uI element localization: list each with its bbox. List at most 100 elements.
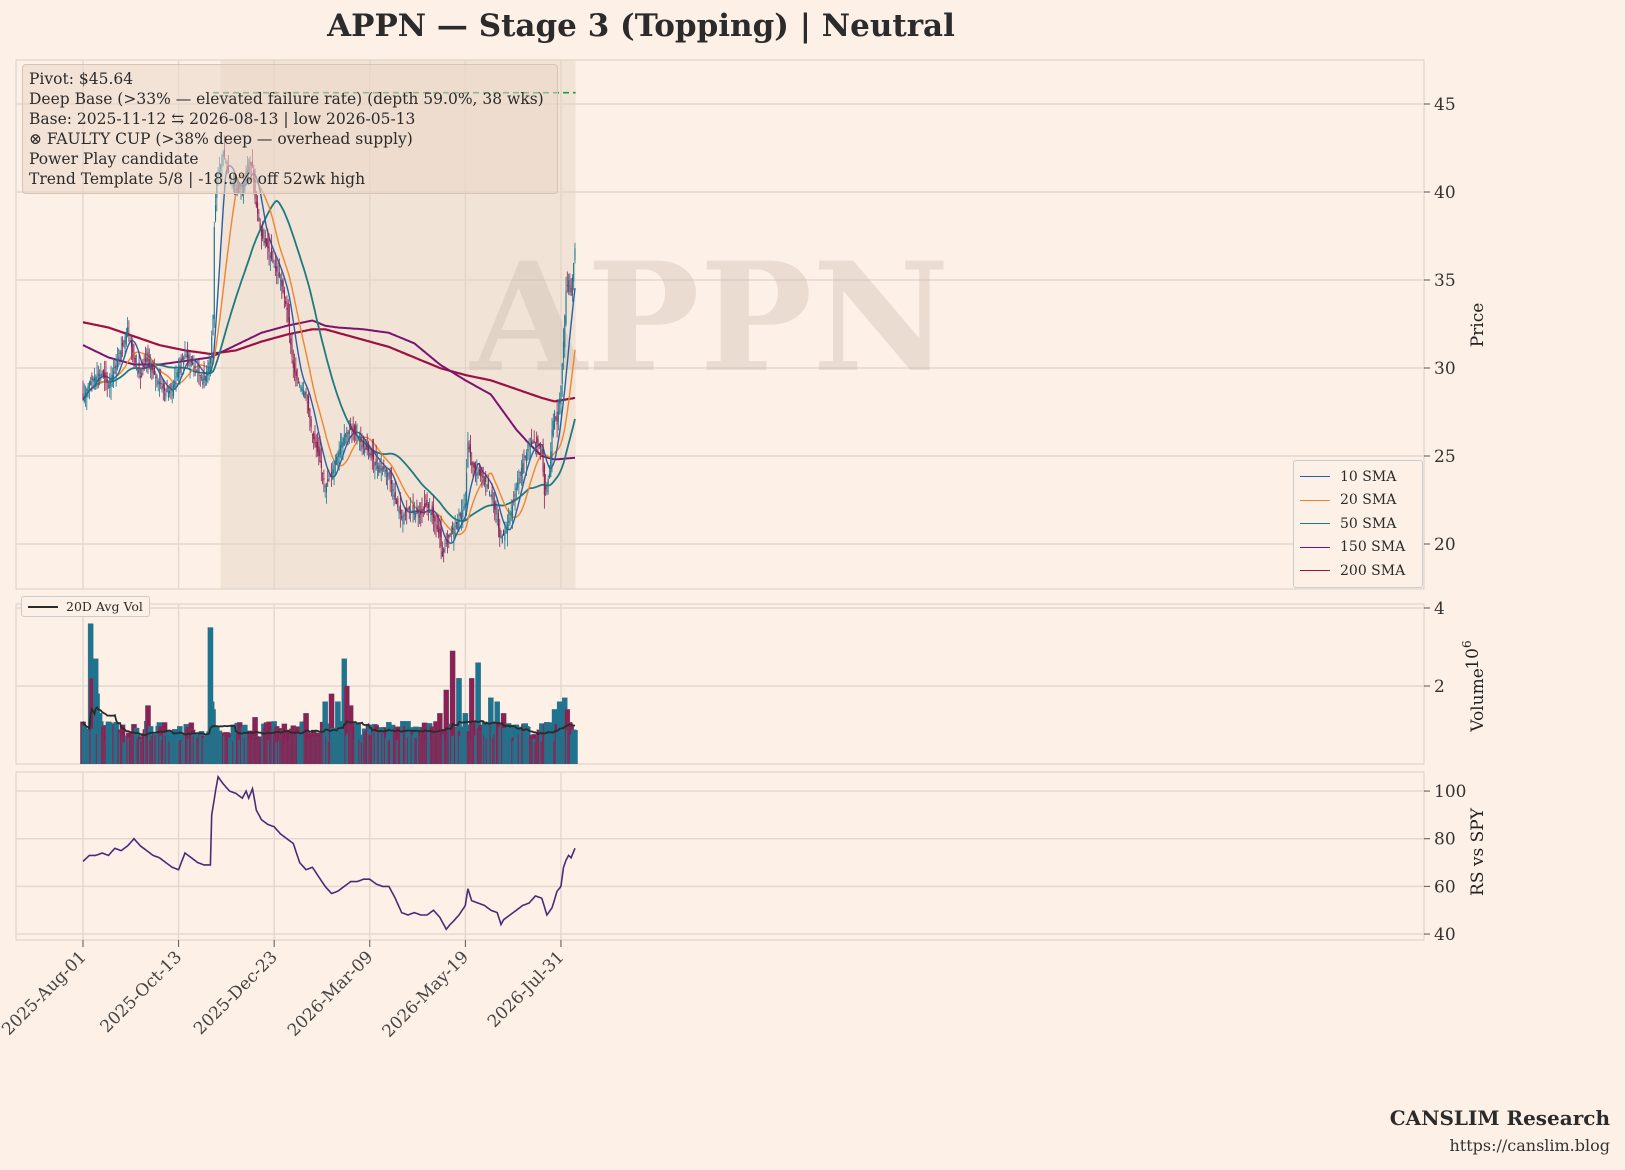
chart-title: APPN — Stage 3 (Topping) | Neutral xyxy=(327,8,955,44)
candle-body xyxy=(500,536,502,539)
candle-body xyxy=(304,392,306,398)
candle-body xyxy=(531,441,533,445)
volume-bar xyxy=(449,650,456,764)
candle-body xyxy=(341,441,343,448)
candle-body xyxy=(138,362,140,374)
candle-body xyxy=(128,333,130,335)
candle-body xyxy=(380,467,382,472)
candle-body xyxy=(393,494,395,498)
candle-body xyxy=(100,373,102,377)
candle-body xyxy=(402,515,404,524)
candle-body xyxy=(487,478,489,489)
candle-body xyxy=(501,535,503,544)
candle-body xyxy=(111,375,113,382)
candle-body xyxy=(429,510,431,513)
candle-body xyxy=(560,385,562,405)
candle-body xyxy=(503,530,505,536)
candle-body xyxy=(533,440,535,443)
candle-body xyxy=(571,277,573,296)
candle-body xyxy=(297,382,299,384)
candle-body xyxy=(189,360,191,366)
candle-body xyxy=(330,471,333,474)
candle-body xyxy=(444,548,446,550)
footer-url: https://canslim.blog xyxy=(1449,1136,1610,1155)
candle-body xyxy=(485,474,487,483)
candle-body xyxy=(322,472,324,474)
candle-body xyxy=(214,205,217,221)
candle-body xyxy=(384,470,386,475)
candle-body xyxy=(508,521,510,523)
candle-body xyxy=(209,357,211,363)
candle-body xyxy=(523,459,525,461)
candle-body xyxy=(149,366,152,372)
candle-body xyxy=(337,452,339,464)
candle-body xyxy=(459,513,461,517)
candle-body xyxy=(174,380,176,388)
candle-body xyxy=(518,477,520,485)
price-tick-label: 45 xyxy=(1434,95,1456,115)
candle-body xyxy=(109,382,111,389)
candle-body xyxy=(327,479,329,481)
candle-body xyxy=(446,539,449,542)
candle-body xyxy=(157,380,159,385)
price-axis-label: Price xyxy=(1468,303,1488,348)
candle-body xyxy=(130,341,132,347)
candle-body xyxy=(283,290,285,298)
candle-body xyxy=(268,246,270,252)
candle-body xyxy=(194,366,196,368)
candle-body xyxy=(412,505,414,512)
candle-body xyxy=(504,531,506,541)
candle-body xyxy=(401,516,403,518)
candle-body xyxy=(477,473,479,475)
volume-legend: 20D Avg Vol xyxy=(21,596,150,617)
base-range-text: Base: 2025-11-12 ⇆ 2026-08-13 | low 2026… xyxy=(29,110,416,128)
candle-body xyxy=(347,431,349,439)
candle-body xyxy=(152,366,154,374)
candle-body xyxy=(474,464,477,471)
candle-body xyxy=(281,279,283,286)
candle-body xyxy=(348,430,350,434)
candle-body xyxy=(406,507,408,511)
candle-body xyxy=(188,354,190,360)
watermark-text: APPN xyxy=(468,230,949,406)
candle-body xyxy=(464,503,466,508)
candle-body xyxy=(306,401,308,403)
candle-body xyxy=(481,468,483,477)
candle-body xyxy=(408,506,410,510)
x-tick-label: 2026-Mar-09 xyxy=(284,947,377,1040)
candle-body xyxy=(90,381,92,386)
rs-tick-label: 80 xyxy=(1434,830,1456,850)
candle-body xyxy=(104,372,106,379)
candle-body xyxy=(529,444,531,446)
candle-body xyxy=(124,336,126,350)
candle-body xyxy=(418,513,421,518)
candle-body xyxy=(260,229,262,236)
candle-body xyxy=(541,448,543,454)
legend-sma20: 20 SMA xyxy=(1300,489,1416,513)
candle-body xyxy=(151,365,153,371)
candle-body xyxy=(564,316,566,348)
candle-body xyxy=(452,527,454,530)
candle-body xyxy=(199,375,201,377)
candle-body xyxy=(301,388,303,391)
candle-body xyxy=(547,478,549,487)
candle-body xyxy=(180,358,182,363)
candle-body xyxy=(338,448,340,457)
candle-body xyxy=(87,385,89,391)
volume-tick-label: 2 xyxy=(1434,677,1445,697)
candle-body xyxy=(171,389,173,392)
candle-body xyxy=(445,542,447,544)
candle-body xyxy=(206,371,208,382)
candle-body xyxy=(409,510,412,512)
candle-body xyxy=(133,356,135,360)
candle-body xyxy=(454,525,456,528)
candle-body xyxy=(528,445,530,448)
candle-body xyxy=(313,433,315,440)
candle-body xyxy=(299,384,301,386)
candle-body xyxy=(258,217,260,222)
candle-body xyxy=(427,503,429,508)
candle-body xyxy=(160,382,162,385)
candle-body xyxy=(546,484,548,493)
candle-body xyxy=(319,449,321,462)
